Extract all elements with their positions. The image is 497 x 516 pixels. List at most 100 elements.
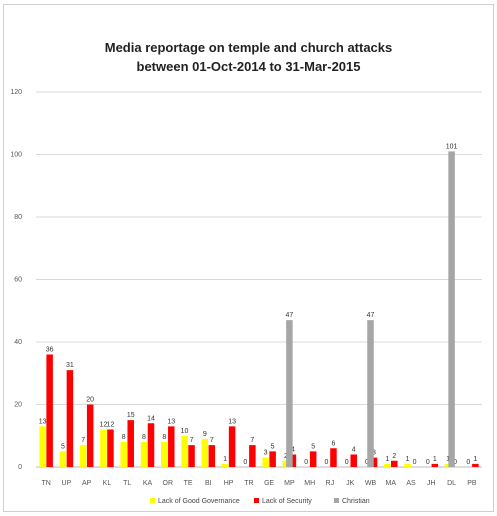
bar-lack-of-good-governance — [59, 451, 67, 467]
legend-swatch — [254, 498, 259, 503]
data-label: 6 — [332, 440, 336, 447]
x-tick-label: TR — [244, 480, 253, 487]
bar-lack-of-good-governance — [79, 445, 87, 467]
data-label: 2 — [284, 453, 288, 460]
data-label: 14 — [147, 415, 155, 422]
x-tick-label: MH — [304, 480, 315, 487]
x-tick-label: RJ — [326, 480, 335, 487]
bar-lack-of-security — [147, 423, 155, 467]
data-label: 1 — [433, 456, 437, 463]
bar-lack-of-good-governance — [100, 429, 107, 467]
x-tick-label: OR — [163, 480, 174, 487]
data-label: 12 — [107, 422, 115, 429]
chart-title: Media reportage on temple and church att… — [0, 38, 497, 76]
chart-title-line-2: between 01-Oct-2014 to 31-Mar-2015 — [136, 59, 361, 74]
data-label: 7 — [190, 437, 194, 444]
bar-lack-of-security — [46, 354, 53, 467]
x-tick-label: TL — [123, 480, 131, 487]
chart-title-line-1: Media reportage on temple and church att… — [104, 40, 393, 55]
bar-lack-of-security — [208, 445, 216, 467]
data-label: 20 — [86, 397, 94, 404]
legend-label: Christian — [342, 498, 370, 505]
data-label: 5 — [311, 443, 315, 450]
data-label: 0 — [325, 459, 329, 466]
y-tick-label: 120 — [10, 89, 22, 96]
data-label: 0 — [426, 459, 430, 466]
data-label: 101 — [446, 143, 458, 150]
bar-lack-of-good-governance — [161, 442, 168, 467]
data-label: 4 — [291, 447, 295, 454]
legend-label: Lack of Good Governance — [158, 498, 240, 505]
bar-lack-of-good-governance — [39, 426, 46, 467]
x-tick-label: UP — [62, 480, 72, 487]
data-label: 12 — [100, 422, 108, 429]
data-label: 13 — [228, 418, 236, 425]
bar-lack-of-good-governance — [262, 457, 269, 467]
data-label: 1 — [223, 456, 227, 463]
bar-lack-of-good-governance — [120, 442, 127, 467]
data-label: 47 — [286, 312, 294, 319]
y-tick-label: 0 — [18, 464, 22, 471]
bar-lack-of-security — [107, 429, 114, 467]
bar-lack-of-security — [472, 463, 479, 467]
data-label: 31 — [66, 362, 74, 369]
data-label: 1 — [406, 456, 410, 463]
bar-lack-of-security — [391, 460, 398, 467]
bar-lack-of-security — [309, 451, 317, 467]
data-label: 10 — [181, 428, 189, 435]
data-label: 0 — [453, 459, 457, 466]
bar-lack-of-security — [86, 404, 94, 467]
x-tick-label: AS — [406, 480, 416, 487]
bar-lack-of-good-governance — [404, 463, 411, 467]
x-tick-label: JH — [427, 480, 436, 487]
bar-lack-of-good-governance — [444, 463, 452, 467]
data-label: 3 — [264, 450, 268, 457]
bar-lack-of-good-governance — [140, 442, 148, 467]
y-tick-label: 80 — [14, 214, 22, 221]
y-tick-label: 60 — [14, 277, 22, 284]
bar-christian — [448, 151, 455, 467]
data-label: 1 — [385, 456, 389, 463]
bar-lack-of-security — [228, 426, 236, 467]
y-tick-label: 100 — [10, 152, 22, 159]
x-tick-label: GE — [264, 480, 274, 487]
bar-lack-of-good-governance — [221, 463, 229, 467]
x-tick-label: DL — [447, 480, 456, 487]
bar-lack-of-good-governance — [181, 435, 188, 467]
data-label: 5 — [271, 443, 275, 450]
data-label: 8 — [162, 434, 166, 441]
data-label: 0 — [243, 459, 247, 466]
x-tick-label: MP — [284, 480, 295, 487]
legend-swatch — [334, 498, 339, 503]
data-label: 0 — [466, 459, 470, 466]
x-tick-label: KA — [143, 480, 153, 487]
x-tick-label: MA — [386, 480, 397, 487]
bar-lack-of-security — [269, 451, 276, 467]
bar-lack-of-security — [188, 445, 195, 467]
legend-label: Lack of Security — [262, 498, 312, 505]
data-label: 0 — [413, 459, 417, 466]
bar-christian — [367, 320, 374, 467]
bar-lack-of-good-governance — [282, 460, 290, 467]
data-label: 1 — [446, 456, 450, 463]
data-label: 47 — [367, 312, 375, 319]
bar-lack-of-security — [431, 463, 439, 467]
data-label: 13 — [39, 418, 47, 425]
data-label: 5 — [61, 443, 65, 450]
data-label: 13 — [167, 418, 175, 425]
bar-lack-of-security — [66, 370, 74, 467]
x-tick-label: BI — [205, 480, 212, 487]
data-label: 1 — [473, 456, 477, 463]
bar-lack-of-security — [249, 445, 256, 467]
bar-lack-of-security — [168, 426, 175, 467]
data-label: 9 — [203, 431, 207, 438]
x-tick-label: TE — [184, 480, 193, 487]
bar-lack-of-security — [289, 454, 297, 467]
bar-christian — [286, 320, 293, 467]
data-label: 2 — [392, 453, 396, 460]
chart-frame — [3, 4, 494, 512]
bar-lack-of-security — [370, 457, 378, 467]
data-label: 15 — [127, 412, 135, 419]
data-label: 0 — [345, 459, 349, 466]
